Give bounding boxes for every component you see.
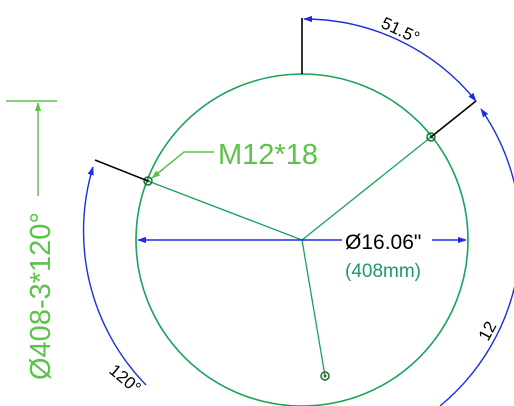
angle-label-bottom-left: 120°: [105, 361, 144, 398]
bolt-size-label: M12*18: [218, 139, 318, 171]
bolt-label-leader: [151, 151, 214, 179]
diameter-label: Ø16.06": [345, 231, 421, 254]
extension-line-left: [94, 159, 149, 182]
angle-arc-left: [82, 166, 147, 386]
radial-line-bottom: [301, 239, 326, 377]
bolt-hole-bottom: [320, 371, 330, 381]
vertical-callout-label: Ø408-3*120°: [25, 212, 57, 380]
extension-line-upper-right: [430, 100, 477, 138]
angle-label-right-partial: 12: [475, 318, 501, 344]
radial-line-upper-right: [301, 136, 432, 241]
radial-line-left: [147, 180, 303, 241]
angle-arc-51: [303, 15, 477, 102]
angle-label-top: 51.5°: [378, 13, 422, 47]
diameter-metric-label: (408mm): [345, 261, 421, 282]
angle-arc-right: [439, 108, 514, 406]
